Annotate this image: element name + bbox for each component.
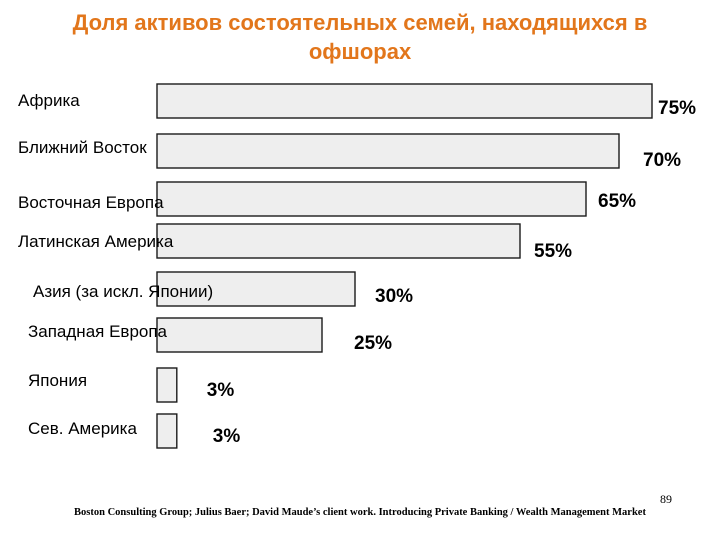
bar-латинская-америка [156, 223, 521, 259]
chart-title-line-1: Доля активов состоятельных семей, находя… [72, 10, 648, 35]
category-label: Япония [28, 371, 87, 390]
value-label: 3% [207, 380, 235, 401]
bar-chart: Африка 75% Ближний Восток 70% Восточная Евро… [18, 83, 696, 449]
value-label: 3% [213, 426, 241, 447]
chart-title-line-2: офшорах [308, 39, 412, 64]
bar-азия-за-искл-японии [156, 271, 356, 307]
value-label: 55% [534, 241, 572, 262]
category-label: Африка [18, 91, 80, 110]
category-label: Западная Европа [28, 322, 168, 341]
value-label: 25% [354, 333, 392, 354]
value-label: 65% [598, 191, 636, 212]
source-note: Boston Consulting Group; Julius Baer; Da… [74, 507, 646, 518]
bar-сев-америка [156, 413, 178, 449]
bar-африка [156, 83, 653, 119]
category-label: Латинская Америка [18, 232, 174, 251]
chart-title: Доля активов состоятельных семей, находя… [0, 8, 720, 66]
category-label: Сев. Америка [28, 419, 137, 438]
category-label: Ближний Восток [18, 138, 147, 157]
bar-япония [156, 367, 178, 403]
bar-западная-европа [156, 317, 323, 353]
category-label: Азия (за искл. Японии) [33, 282, 213, 301]
bar-ближний-восток [156, 133, 620, 169]
page-number: 89 [660, 492, 672, 506]
value-label: 75% [658, 98, 696, 119]
value-label: 70% [643, 150, 681, 171]
bar-восточная-европа [156, 181, 587, 217]
value-label: 30% [375, 286, 413, 307]
category-label: Восточная Европа [18, 193, 164, 212]
